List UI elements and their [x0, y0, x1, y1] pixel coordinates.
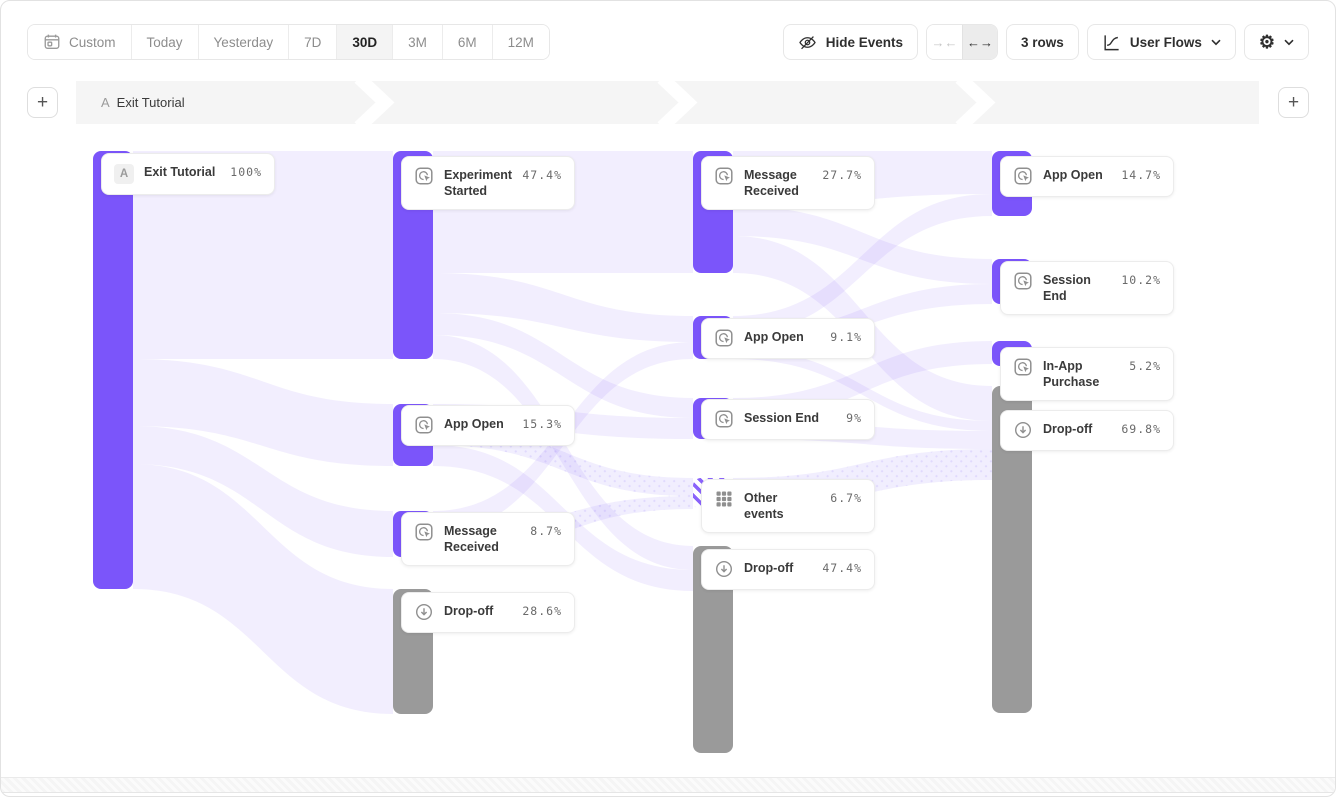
width-toggle: →← ←→	[926, 24, 999, 60]
date-range-7d[interactable]: 7D	[289, 25, 338, 59]
sankey-link[interactable]	[133, 359, 393, 466]
date-range-12m[interactable]: 12M	[492, 25, 549, 59]
date-range-custom[interactable]: Custom	[28, 25, 132, 59]
toolbar-actions: Hide Events →← ←→ 3 rows User Flows ⚙	[782, 24, 1309, 60]
node-bar-exit-tutorial[interactable]	[93, 151, 133, 589]
sankey-link[interactable]	[133, 464, 393, 714]
node-card-app-open-2[interactable]: App Open 15.3%	[401, 405, 575, 446]
drop-off-icon	[714, 559, 734, 579]
drop-off-icon	[1013, 420, 1033, 440]
step-a-badge: A	[114, 164, 134, 184]
collapse-width-button[interactable]: →←	[927, 25, 963, 59]
node-card-app-open-3[interactable]: App Open 9.1%	[701, 318, 875, 359]
event-cursor-icon	[1013, 357, 1033, 377]
node-card-message-received-2[interactable]: Message Received 8.7%	[401, 512, 575, 566]
steps-breadcrumb-bar[interactable]: A Exit Tutorial	[76, 81, 1259, 124]
node-card-session-end-3[interactable]: Session End 9%	[701, 399, 875, 440]
bottom-scroll-strip[interactable]	[1, 777, 1335, 793]
event-cursor-icon	[714, 166, 734, 186]
event-cursor-icon	[714, 328, 734, 348]
hide-events-button[interactable]: Hide Events	[782, 24, 919, 60]
sankey-link[interactable]	[133, 151, 393, 359]
date-range-selector: Custom Today Yesterday 7D 30D 3M 6M 12M	[27, 24, 550, 60]
node-card-in-app-purchase-4[interactable]: In-App Purchase 5.2%	[1000, 347, 1174, 401]
node-card-dropoff-2[interactable]: Drop-off 28.6%	[401, 592, 575, 633]
expand-width-button[interactable]: ←→	[962, 25, 998, 59]
chevron-down-icon	[1284, 39, 1294, 46]
eye-off-icon	[798, 33, 817, 52]
date-range-6m[interactable]: 6M	[442, 25, 493, 59]
settings-dropdown[interactable]: ⚙	[1243, 24, 1309, 60]
node-card-dropoff-3[interactable]: Drop-off 47.4%	[701, 549, 875, 590]
node-card-message-received-3[interactable]: Message Received 27.7%	[701, 156, 875, 210]
sankey-link[interactable]	[733, 349, 992, 431]
chevron-down-icon	[1211, 39, 1221, 46]
flows-chart-icon	[1102, 33, 1121, 52]
event-cursor-icon	[1013, 166, 1033, 186]
gear-icon: ⚙	[1258, 32, 1275, 52]
sankey-link[interactable]	[733, 206, 992, 284]
sankey-link[interactable]	[433, 313, 693, 418]
view-type-dropdown[interactable]: User Flows	[1086, 24, 1236, 60]
date-range-yesterday[interactable]: Yesterday	[198, 25, 290, 59]
event-cursor-icon	[414, 166, 434, 186]
event-cursor-icon	[414, 522, 434, 542]
date-range-label: Custom	[69, 34, 116, 50]
node-card-app-open-4[interactable]: App Open 14.7%	[1000, 156, 1174, 197]
event-cursor-icon	[714, 409, 734, 429]
drop-off-icon	[414, 602, 434, 622]
node-card-experiment-started[interactable]: Experiment Started 47.4%	[401, 156, 575, 210]
node-card-session-end-4[interactable]: Session End 10.2%	[1000, 261, 1174, 315]
date-range-3m[interactable]: 3M	[393, 25, 443, 59]
step-a-label[interactable]: A Exit Tutorial	[101, 95, 185, 110]
sankey-link[interactable]	[433, 273, 693, 342]
grid-icon	[714, 489, 734, 509]
event-cursor-icon	[414, 415, 434, 435]
node-card-exit-tutorial[interactable]: A Exit Tutorial 100%	[101, 153, 275, 195]
date-range-30d[interactable]: 30D	[337, 25, 394, 59]
add-step-after-button[interactable]: +	[1278, 87, 1309, 118]
node-card-dropoff-4[interactable]: Drop-off 69.8%	[1000, 410, 1174, 451]
add-step-before-button[interactable]: +	[27, 87, 58, 118]
rows-button[interactable]: 3 rows	[1006, 24, 1079, 60]
step-chevron-separators	[354, 81, 996, 124]
node-card-other-events-3[interactable]: Other events 6.7%	[701, 479, 875, 533]
event-cursor-icon	[1013, 271, 1033, 291]
sankey-link[interactable]	[733, 194, 992, 334]
date-range-today[interactable]: Today	[131, 25, 199, 59]
sankey-link[interactable]	[133, 426, 393, 557]
calendar-icon	[43, 33, 61, 51]
